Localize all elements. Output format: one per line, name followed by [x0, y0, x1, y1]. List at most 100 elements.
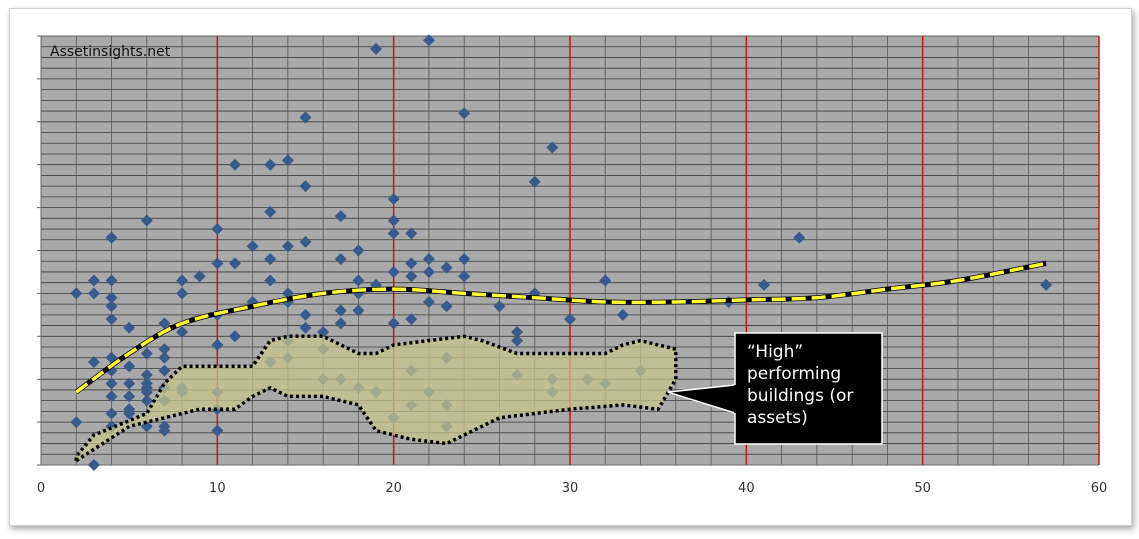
- data-point: [246, 240, 259, 253]
- data-point: [511, 326, 524, 339]
- data-point: [87, 287, 100, 300]
- x-tick-label: 30: [562, 481, 579, 496]
- data-point: [123, 390, 136, 403]
- data-point: [387, 214, 400, 227]
- data-point: [140, 214, 153, 227]
- axes: [37, 35, 1099, 466]
- data-point: [228, 257, 241, 270]
- data-point: [140, 394, 153, 407]
- data-point: [87, 274, 100, 287]
- data-point: [105, 390, 118, 403]
- data-point: [440, 300, 453, 313]
- watermark: Assetinsights.net: [50, 44, 171, 60]
- x-tick-label: 50: [914, 481, 931, 496]
- data-point: [211, 223, 224, 236]
- data-point: [511, 334, 524, 347]
- data-point: [140, 386, 153, 399]
- data-point: [228, 158, 241, 171]
- data-point: [352, 304, 365, 317]
- data-point: [123, 407, 136, 420]
- trend-line-path: [75, 261, 1047, 394]
- data-point: [405, 313, 418, 326]
- data-point: [140, 420, 153, 433]
- data-point: [387, 265, 400, 278]
- data-point: [299, 235, 312, 248]
- data-point: [281, 154, 294, 167]
- data-point: [87, 459, 100, 471]
- data-point: [105, 231, 118, 244]
- data-point: [564, 313, 576, 326]
- callout-text-line: “High”: [747, 342, 803, 362]
- data-point: [123, 377, 136, 390]
- data-point: [546, 141, 559, 154]
- data-point: [158, 317, 171, 330]
- x-tick-labels: 0 10 20 30 40 50 60: [37, 481, 1107, 496]
- data-point: [264, 274, 277, 287]
- data-point: [264, 158, 277, 171]
- data-point: [158, 351, 171, 364]
- data-point: [87, 356, 100, 369]
- data-point: [264, 253, 277, 266]
- trend-line: [74, 260, 1047, 395]
- data-point: [228, 330, 241, 343]
- callout-joint: [734, 385, 737, 413]
- data-point: [211, 338, 224, 351]
- data-point: [387, 317, 400, 330]
- data-point: [70, 287, 83, 300]
- data-point: [793, 231, 806, 244]
- data-point: [105, 407, 118, 420]
- data-point: [334, 210, 347, 223]
- data-point: [105, 313, 118, 326]
- data-point: [334, 317, 347, 330]
- data-point: [422, 34, 435, 47]
- data-point: [334, 304, 347, 317]
- data-point: [123, 321, 136, 334]
- high-performing-region: [74, 334, 678, 463]
- data-point: [123, 360, 136, 373]
- data-point: [264, 205, 277, 218]
- data-point: [405, 270, 418, 283]
- data-point: [440, 261, 453, 274]
- data-point: [158, 364, 171, 377]
- data-point: [70, 416, 83, 429]
- data-point: [352, 244, 365, 257]
- data-point: [458, 270, 471, 283]
- data-point: [1040, 278, 1053, 291]
- callout-text-line: assets): [747, 408, 808, 428]
- data-point: [299, 321, 312, 334]
- x-tick-label: 20: [385, 481, 402, 496]
- data-point: [616, 308, 629, 321]
- data-point: [370, 42, 383, 55]
- x-tick-label: 0: [37, 481, 45, 496]
- data-point: [405, 257, 418, 270]
- data-point: [458, 253, 471, 266]
- x-tick-label: 10: [209, 481, 226, 496]
- data-point: [387, 227, 400, 240]
- data-point: [299, 308, 312, 321]
- callout-text-line: buildings (or: [747, 386, 853, 406]
- data-point: [176, 287, 189, 300]
- data-point: [158, 424, 171, 437]
- data-point: [281, 240, 294, 253]
- data-point: [352, 274, 365, 287]
- data-point: [528, 175, 541, 188]
- data-point: [211, 257, 224, 270]
- data-point: [105, 377, 118, 390]
- data-point: [422, 295, 435, 308]
- x-tick-label: 40: [738, 481, 755, 496]
- data-point: [176, 274, 189, 287]
- data-point: [405, 227, 418, 240]
- callout-pointer: [667, 384, 736, 414]
- data-point: [140, 347, 153, 360]
- data-point: [211, 424, 224, 437]
- data-point: [422, 265, 435, 278]
- data-point: [140, 368, 153, 381]
- data-point: [757, 278, 770, 291]
- highlight-region-shape: [74, 334, 678, 463]
- data-point: [299, 111, 312, 124]
- data-point: [105, 300, 118, 313]
- data-point: [599, 274, 612, 287]
- callout-box: [734, 332, 883, 445]
